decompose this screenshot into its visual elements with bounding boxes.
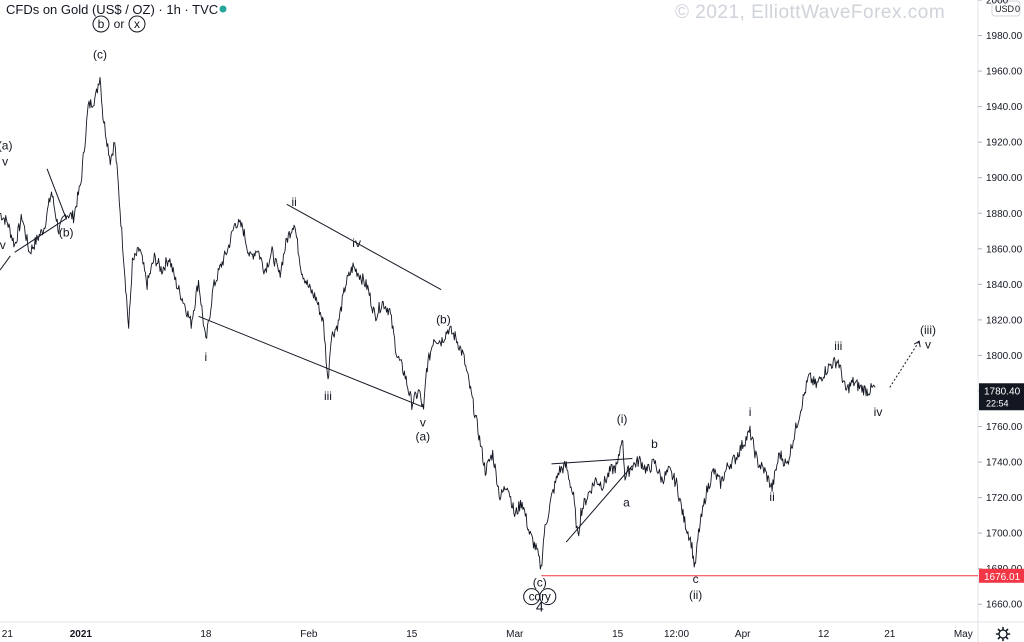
- wave-label: v: [420, 416, 426, 430]
- wave-label: v: [2, 154, 8, 168]
- support-level: 1676.01: [541, 568, 1024, 583]
- time-tick-label: 2021: [70, 629, 93, 640]
- price-tick-label: 1900.00: [986, 173, 1023, 184]
- wave-label: iv: [874, 405, 883, 419]
- wave-label: ii: [291, 195, 296, 209]
- wave-label: v: [925, 337, 931, 351]
- wave-label: (a): [0, 138, 12, 152]
- price-tick-label: 1800.00: [986, 351, 1023, 362]
- trendline-left-edge: [0, 255, 11, 271]
- wave-label: (c): [533, 575, 547, 589]
- live-status-dot-icon: [219, 5, 227, 13]
- wave-label: y: [545, 590, 551, 604]
- price-tick-label: 1980.00: [986, 31, 1023, 42]
- price-tick-label: 1960.00: [986, 67, 1023, 78]
- time-tick-label: May: [954, 629, 973, 640]
- wave-label: (a): [415, 430, 430, 444]
- time-tick-label: Mar: [506, 629, 524, 640]
- wave-label: i: [205, 350, 208, 364]
- time-tick-label: 12:00: [664, 629, 689, 640]
- trendline-diagonal-upper: [286, 203, 442, 291]
- price-tick-label: 1700.00: [986, 529, 1023, 540]
- price-line: [0, 76, 876, 570]
- last-price-label: 1780.40: [984, 386, 1021, 397]
- currency-indicator: 0: [1015, 4, 1020, 14]
- wave-label: a: [623, 495, 630, 509]
- price-tick-label: 1720.00: [986, 493, 1023, 504]
- wave-label: c: [529, 590, 535, 604]
- support-price-label: 1676.01: [984, 572, 1021, 583]
- currency-button[interactable]: [991, 0, 1021, 17]
- circled-label-b: [92, 15, 110, 33]
- wave-label: iv: [0, 238, 6, 252]
- price-axis[interactable]: 1660.001680.001700.001720.001740.001760.…: [978, 0, 1023, 611]
- wave-label: (c): [93, 48, 107, 62]
- time-tick-label: 12: [818, 629, 830, 640]
- circled-label-x: [128, 15, 146, 33]
- time-tick-label: 21: [884, 629, 896, 640]
- circled-wave-marker: [539, 588, 557, 606]
- trendline-left-triangle-upper: [46, 168, 67, 219]
- wave-labels: (a)viv(b)(c)iiiiiiivv(a)(b)(i)bac(ii)iii…: [0, 48, 936, 615]
- support-price-tag: [979, 568, 1024, 583]
- wave-label: (iii): [920, 323, 936, 337]
- time-tick-label: 15: [612, 629, 624, 640]
- wave-label-or: or: [114, 17, 125, 31]
- time-tick-label: Apr: [735, 629, 751, 640]
- projection-arrow-line: [889, 340, 920, 388]
- wave-label: ii: [769, 490, 774, 504]
- trendline-diagonal-lower: [198, 315, 424, 408]
- wave-label: (b): [436, 312, 451, 326]
- time-tick-label: 15: [406, 629, 418, 640]
- last-price-tag: [979, 383, 1024, 411]
- time-tick-label: 18: [200, 629, 212, 640]
- wave-label: c: [693, 572, 699, 586]
- price-tick-label: 1660.00: [986, 600, 1023, 611]
- price-tick-label: 1820.00: [986, 315, 1023, 326]
- price-tick-label: 1840.00: [986, 280, 1023, 291]
- chart-title: CFDs on Gold (US$ / OZ) · 1h · TVC: [6, 2, 218, 17]
- price-series: [0, 76, 921, 570]
- wave-label: iv: [352, 236, 361, 250]
- projection-arrowhead-icon: [913, 340, 921, 348]
- wave-label: 4: [536, 598, 544, 614]
- price-tick-label: 1860.00: [986, 244, 1023, 255]
- bar-countdown-label: 22:54: [986, 398, 1009, 408]
- price-tick-label: 1740.00: [986, 458, 1023, 469]
- settings-gear-icon[interactable]: [995, 626, 1011, 642]
- wave-label-x-circled: x: [134, 17, 140, 31]
- price-tick-label: 1920.00: [986, 138, 1023, 149]
- time-axis[interactable]: 21 2021 18 Feb 15 Mar 15 12:00 Apr 12 21 May: [2, 629, 973, 640]
- wave-label: (i): [617, 412, 628, 426]
- wave-label: iii: [834, 339, 842, 353]
- wave-label: (b): [59, 225, 74, 239]
- currency-button-label: USD: [995, 4, 1015, 14]
- time-tick-label: 21: [2, 629, 14, 640]
- wave-label-b-circled: b: [98, 17, 105, 31]
- time-tick-label: Feb: [300, 629, 318, 640]
- price-tick-label: 1940.00: [986, 102, 1023, 113]
- price-tick-label: 1880.00: [986, 209, 1023, 220]
- wave-label: b: [651, 437, 658, 451]
- price-tick-label: 2000: [986, 0, 1009, 7]
- wave-label: (ii): [689, 588, 702, 602]
- watermark: © 2021, ElliottWaveForex.com: [675, 2, 945, 23]
- price-tick-label: 1760.00: [986, 422, 1023, 433]
- wave-label: iii: [324, 389, 332, 403]
- wave-label: i: [749, 405, 752, 419]
